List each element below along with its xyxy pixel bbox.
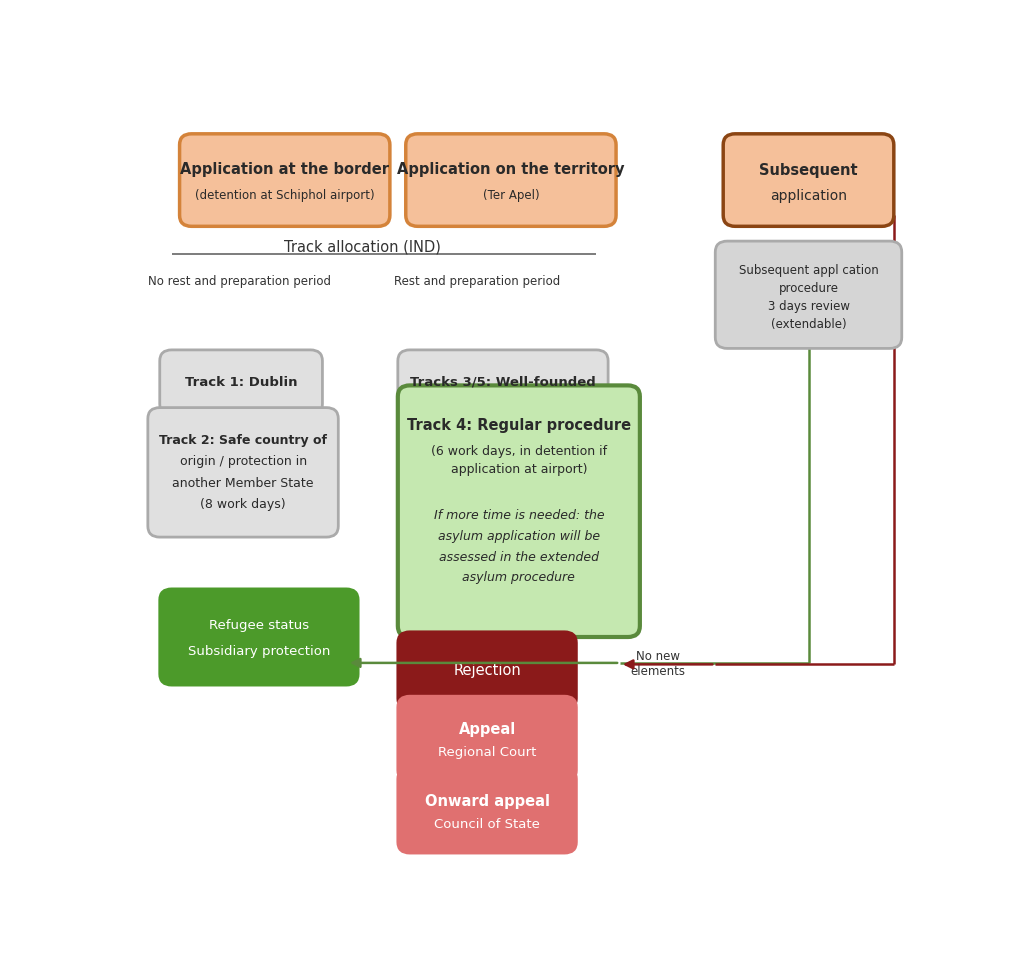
Text: Track 2: Safe country of: Track 2: Safe country of xyxy=(159,433,327,447)
Text: application: application xyxy=(770,188,847,203)
Text: Track 4: Regular procedure: Track 4: Regular procedure xyxy=(407,418,631,432)
Text: Track 1: Dublin: Track 1: Dublin xyxy=(185,376,297,389)
Text: procedure: procedure xyxy=(778,283,839,295)
FancyBboxPatch shape xyxy=(715,241,902,349)
Text: asylum procedure: asylum procedure xyxy=(463,571,575,584)
Text: Regional Court: Regional Court xyxy=(438,746,537,759)
FancyBboxPatch shape xyxy=(397,631,577,709)
Text: (Ter Apel): (Ter Apel) xyxy=(482,189,540,202)
FancyBboxPatch shape xyxy=(160,589,358,685)
FancyBboxPatch shape xyxy=(160,350,323,415)
Text: If more time is needed: the: If more time is needed: the xyxy=(433,509,604,522)
Text: Subsequent appl cation: Subsequent appl cation xyxy=(738,264,879,278)
FancyBboxPatch shape xyxy=(406,134,616,226)
FancyBboxPatch shape xyxy=(147,407,338,537)
FancyBboxPatch shape xyxy=(179,134,390,226)
Text: origin / protection in: origin / protection in xyxy=(179,456,306,468)
FancyBboxPatch shape xyxy=(723,134,894,226)
FancyBboxPatch shape xyxy=(397,385,640,637)
Text: No new
elements: No new elements xyxy=(631,651,686,678)
Text: Subsidiary protection: Subsidiary protection xyxy=(187,645,330,658)
Text: Appeal: Appeal xyxy=(459,722,516,737)
Text: Rest and preparation period: Rest and preparation period xyxy=(394,275,560,288)
Text: Application on the territory: Application on the territory xyxy=(397,162,625,177)
Text: Refugee status: Refugee status xyxy=(209,620,309,632)
Text: Subsequent: Subsequent xyxy=(759,162,858,178)
Text: 3 days review: 3 days review xyxy=(768,300,850,313)
Text: asylum application will be: asylum application will be xyxy=(438,530,600,543)
Text: Rejection: Rejection xyxy=(454,663,521,678)
Text: Application at the border: Application at the border xyxy=(180,162,389,177)
Text: (8 work days): (8 work days) xyxy=(201,498,286,511)
Text: Council of State: Council of State xyxy=(434,818,540,831)
Text: Track allocation (IND): Track allocation (IND) xyxy=(284,239,440,255)
Text: another Member State: another Member State xyxy=(172,477,313,489)
Text: (6 work days, in detention if: (6 work days, in detention if xyxy=(431,445,607,458)
Text: Onward appeal: Onward appeal xyxy=(425,794,550,808)
Text: (detention at Schiphol airport): (detention at Schiphol airport) xyxy=(195,189,375,202)
Text: Tracks 3/5: Well-founded: Tracks 3/5: Well-founded xyxy=(410,376,596,389)
Text: (extendable): (extendable) xyxy=(771,318,846,331)
FancyBboxPatch shape xyxy=(397,768,577,853)
Text: No rest and preparation period: No rest and preparation period xyxy=(147,275,331,288)
Text: application at airport): application at airport) xyxy=(451,463,587,477)
FancyBboxPatch shape xyxy=(397,350,608,415)
FancyBboxPatch shape xyxy=(397,696,577,781)
Text: assessed in the extended: assessed in the extended xyxy=(439,551,599,563)
